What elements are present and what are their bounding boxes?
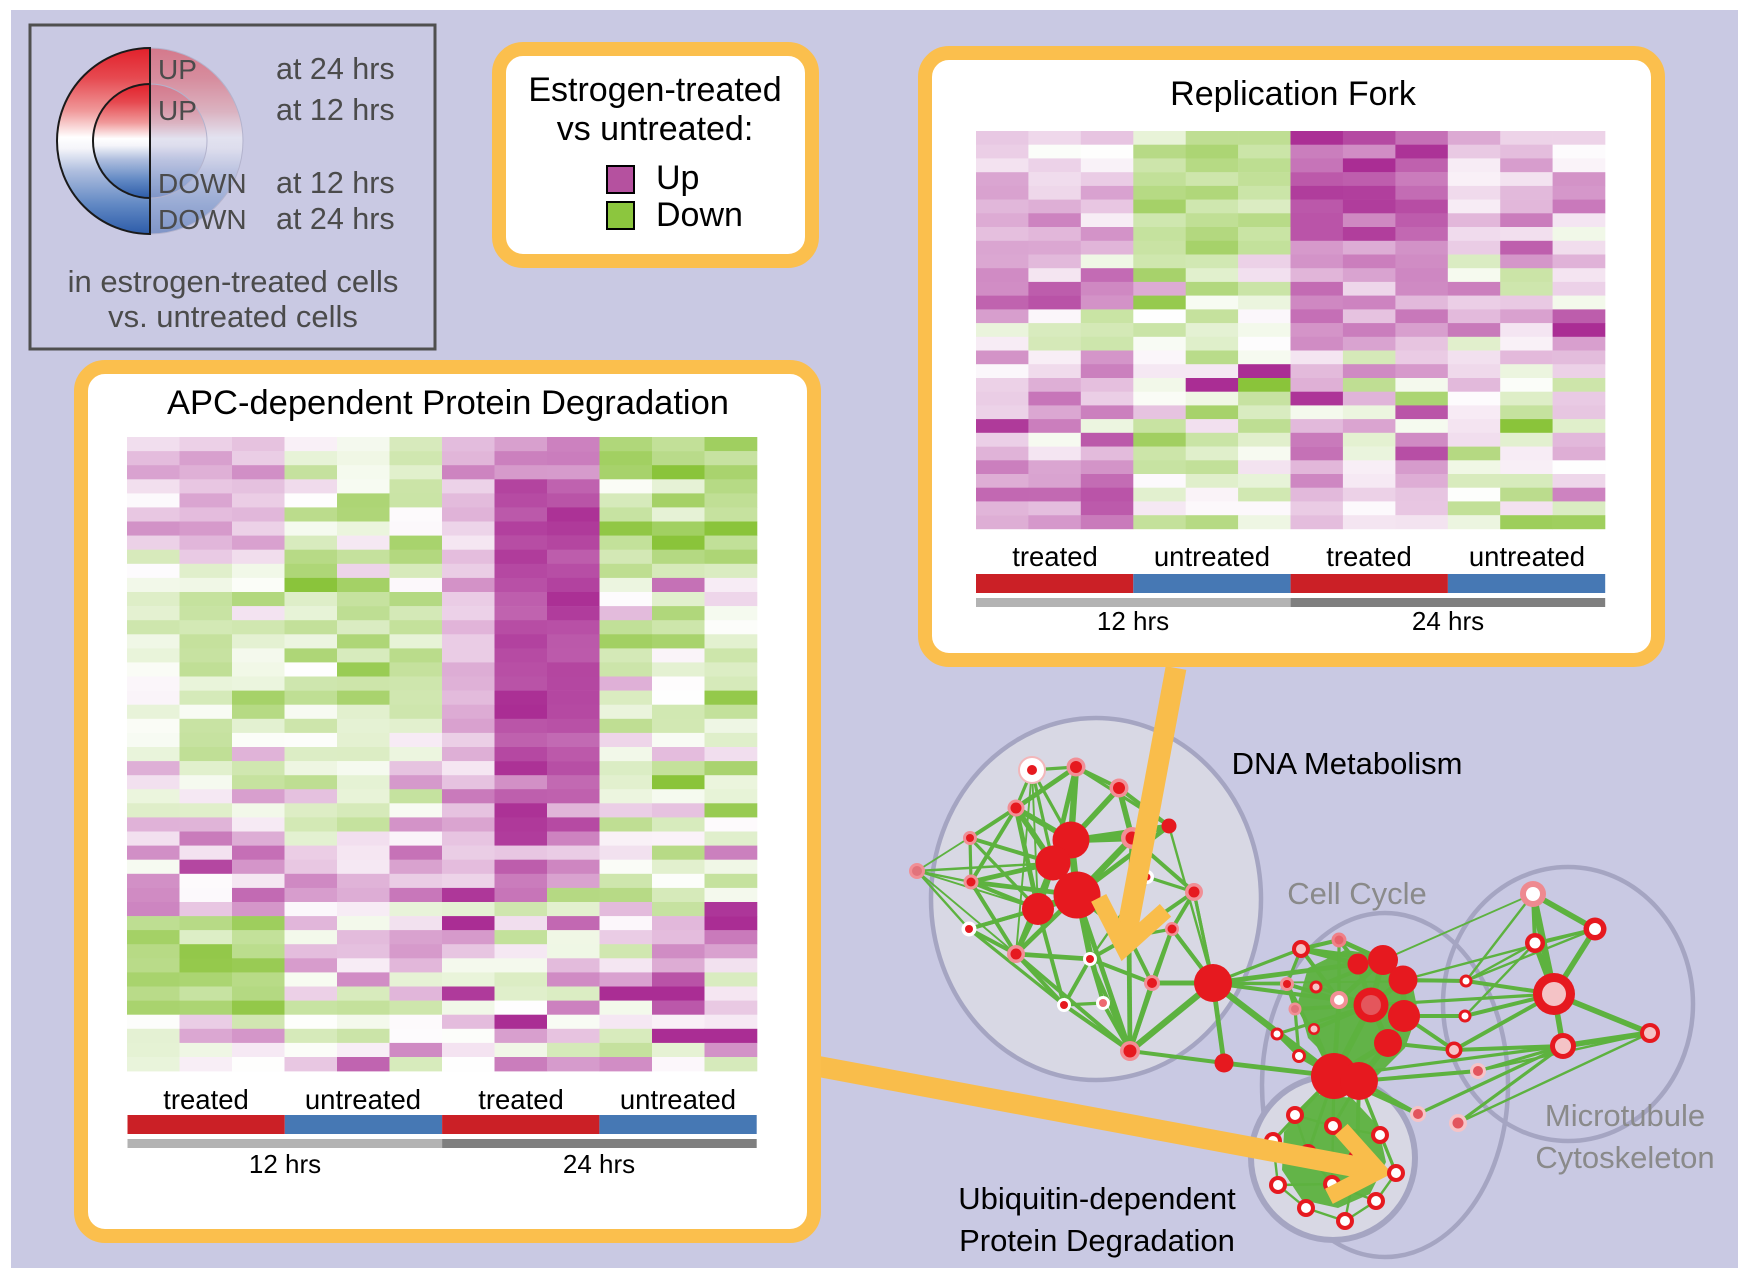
- svg-text:DNA Metabolism: DNA Metabolism: [1232, 746, 1463, 781]
- svg-text:vs. untreated cells: vs. untreated cells: [108, 299, 358, 334]
- svg-text:12 hrs: 12 hrs: [1097, 606, 1169, 636]
- svg-text:treated: treated: [1012, 541, 1098, 572]
- svg-text:Up: Up: [656, 159, 699, 197]
- svg-text:DOWN: DOWN: [158, 204, 247, 235]
- svg-text:vs untreated:: vs untreated:: [557, 110, 754, 148]
- svg-text:Estrogen-treated: Estrogen-treated: [528, 71, 781, 109]
- svg-text:untreated: untreated: [620, 1084, 736, 1115]
- svg-text:UP: UP: [158, 54, 197, 85]
- svg-text:treated: treated: [163, 1084, 249, 1115]
- svg-text:Protein Degradation: Protein Degradation: [959, 1223, 1235, 1258]
- svg-text:Down: Down: [656, 196, 743, 234]
- svg-text:APC-dependent Protein Degradat: APC-dependent Protein Degradation: [167, 384, 729, 422]
- svg-text:DOWN: DOWN: [158, 168, 247, 199]
- svg-text:Replication Fork: Replication Fork: [1170, 75, 1417, 113]
- svg-text:at 12 hrs: at 12 hrs: [276, 166, 395, 200]
- svg-text:treated: treated: [478, 1084, 564, 1115]
- svg-text:at 24 hrs: at 24 hrs: [276, 202, 395, 236]
- svg-text:12 hrs: 12 hrs: [249, 1149, 321, 1179]
- svg-text:untreated: untreated: [1469, 541, 1585, 572]
- svg-text:treated: treated: [1326, 541, 1412, 572]
- svg-text:untreated: untreated: [1154, 541, 1270, 572]
- svg-text:Ubiquitin-dependent: Ubiquitin-dependent: [958, 1181, 1236, 1216]
- svg-text:UP: UP: [158, 95, 197, 126]
- svg-text:Cell Cycle: Cell Cycle: [1287, 876, 1427, 911]
- svg-text:at 24 hrs: at 24 hrs: [276, 52, 395, 86]
- svg-text:untreated: untreated: [305, 1084, 421, 1115]
- svg-text:Microtubule: Microtubule: [1545, 1098, 1705, 1133]
- svg-text:24 hrs: 24 hrs: [1412, 606, 1484, 636]
- svg-text:Cytoskeleton: Cytoskeleton: [1535, 1140, 1714, 1175]
- svg-text:24 hrs: 24 hrs: [563, 1149, 635, 1179]
- svg-text:in estrogen-treated cells: in estrogen-treated cells: [68, 264, 399, 299]
- svg-text:at 12 hrs: at 12 hrs: [276, 93, 395, 127]
